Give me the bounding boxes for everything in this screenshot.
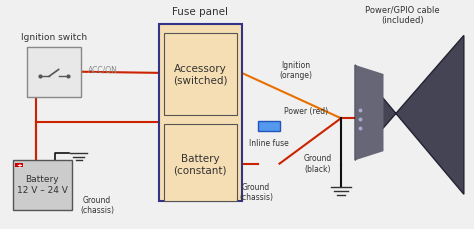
Bar — [12, 161, 72, 210]
Text: Ground
(black): Ground (black) — [303, 154, 331, 173]
Text: Inline fuse: Inline fuse — [249, 138, 289, 147]
Text: ACC/ON: ACC/ON — [88, 66, 118, 75]
Text: Ground
(chassis): Ground (chassis) — [80, 195, 114, 214]
Text: +: + — [16, 162, 22, 168]
Text: Ignition
(orange): Ignition (orange) — [280, 60, 312, 80]
Text: Power/GPIO cable
(included): Power/GPIO cable (included) — [365, 6, 440, 25]
Text: Fuse panel: Fuse panel — [172, 7, 228, 17]
Bar — [164, 34, 237, 115]
Text: Ground
(chassis): Ground (chassis) — [239, 182, 273, 201]
Text: Battery
12 V – 24 V: Battery 12 V – 24 V — [17, 174, 68, 194]
Polygon shape — [355, 66, 383, 161]
Text: Ignition switch: Ignition switch — [20, 33, 87, 42]
Bar — [164, 124, 237, 201]
Polygon shape — [355, 36, 464, 194]
Bar — [15, 163, 23, 167]
Bar — [159, 25, 242, 201]
Text: Power (red): Power (red) — [284, 106, 328, 115]
Text: Accessory
(switched): Accessory (switched) — [173, 64, 228, 85]
Text: Battery
(constant): Battery (constant) — [173, 153, 227, 175]
Bar — [258, 121, 280, 131]
Bar — [27, 48, 81, 97]
